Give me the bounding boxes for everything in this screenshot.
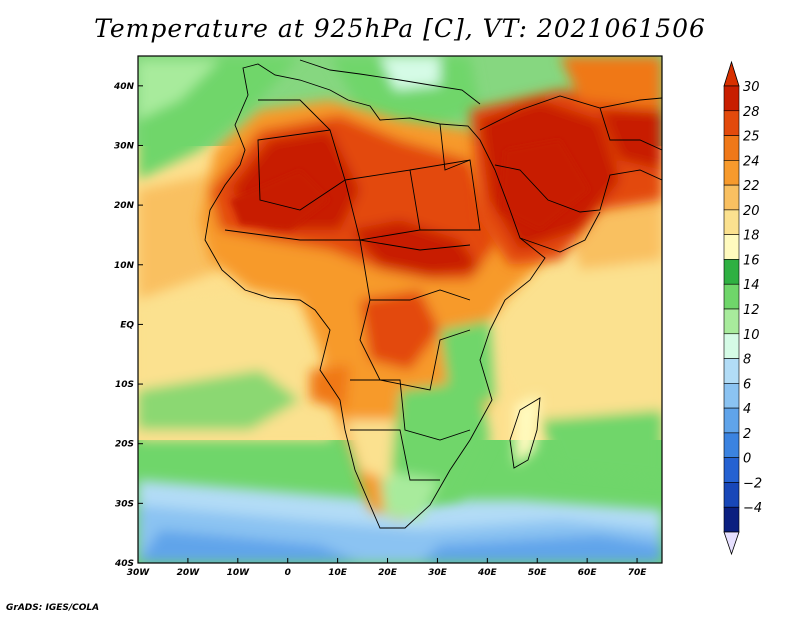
lon-tick-label: 30E [428, 568, 448, 578]
lat-tick-label: 10S [115, 380, 134, 390]
latitude-axis: 40N 30N 20N 10N EQ 10S 20S 30S 40S [113, 82, 143, 569]
lon-tick-label: 30W [127, 568, 151, 578]
colorbar-label: 14 [743, 278, 760, 293]
colorbar-label: 0 [743, 452, 751, 467]
colorbar-label: 10 [743, 328, 760, 343]
colorbar-swatch [723, 358, 740, 384]
grads-credit: GrADS: IGES/COLA [6, 603, 100, 613]
lat-tick-label: 20S [115, 440, 134, 450]
lat-tick-label: 30S [115, 499, 134, 509]
colorbar-swatch [723, 259, 740, 285]
lon-tick-label: 60E [578, 568, 598, 578]
colorbar-label: 28 [743, 105, 760, 120]
colorbar-label: 24 [743, 154, 760, 169]
colorbar-label: 12 [743, 303, 760, 318]
colorbar-swatch [723, 383, 740, 409]
lat-tick-label: 40S [114, 559, 134, 569]
lat-tick-label: 30N [114, 141, 135, 151]
lon-tick-label: 70E [628, 568, 648, 578]
colorbar-label: 22 [743, 179, 760, 194]
colorbar-swatch [723, 333, 740, 359]
colorbar-swatch [723, 457, 740, 483]
colorbar-swatch [723, 110, 740, 136]
colorbar-swatch [723, 209, 740, 235]
colorbar-label: −4 [743, 501, 762, 516]
colorbar-swatch [723, 407, 740, 434]
longitude-axis: 30W 20W 10W 0 10E 20E 30E 40E 50E 60E 70E [127, 558, 647, 578]
coastlines-and-borders [204, 59, 662, 529]
map-frame [137, 55, 663, 564]
lon-tick-label: 10W [227, 568, 251, 578]
lon-tick-label: 0 [285, 568, 291, 578]
colorbar-label: 20 [743, 204, 760, 219]
colorbar-label: −2 [743, 476, 762, 491]
lat-tick-label: 10N [114, 261, 135, 271]
colorbar-label: 30 [743, 80, 760, 95]
map-title: Temperature at 925hPa [C], VT: 202106150… [94, 14, 706, 43]
colorbar-label: 6 [743, 377, 751, 392]
lat-tick-label: 20N [114, 201, 135, 211]
colorbar-swatch [723, 506, 740, 533]
lon-tick-label: 10E [328, 568, 348, 578]
colorbar-label: 8 [743, 353, 751, 368]
lon-tick-label: 40E [477, 568, 498, 578]
lon-tick-label: 20E [378, 568, 398, 578]
colorbar-bottom-arrow [723, 531, 740, 556]
colorbar-label: 2 [743, 427, 751, 442]
lat-tick-label: 40N [113, 82, 135, 92]
colorbar-label: 18 [743, 229, 760, 244]
colorbar-swatch [723, 283, 740, 310]
lat-tick-label: EQ [120, 320, 134, 330]
colorbar-swatch [723, 160, 740, 186]
temperature-field [138, 56, 662, 563]
lon-tick-label: 50E [528, 568, 548, 578]
colorbar-top-arrow [723, 60, 740, 87]
lon-tick-label: 20W [177, 568, 201, 578]
colorbar-swatch [723, 308, 740, 335]
colorbar-label: 4 [743, 402, 751, 417]
colorbar-swatch [723, 482, 740, 508]
colorbar-swatch [723, 85, 740, 112]
colorbar-swatch [723, 184, 740, 211]
colorbar-label: 16 [743, 253, 760, 268]
colorbar-swatch [723, 234, 740, 260]
colorbar-swatch [723, 135, 740, 161]
colorbar-label: 25 [743, 130, 760, 145]
colorbar-swatch [723, 432, 740, 458]
